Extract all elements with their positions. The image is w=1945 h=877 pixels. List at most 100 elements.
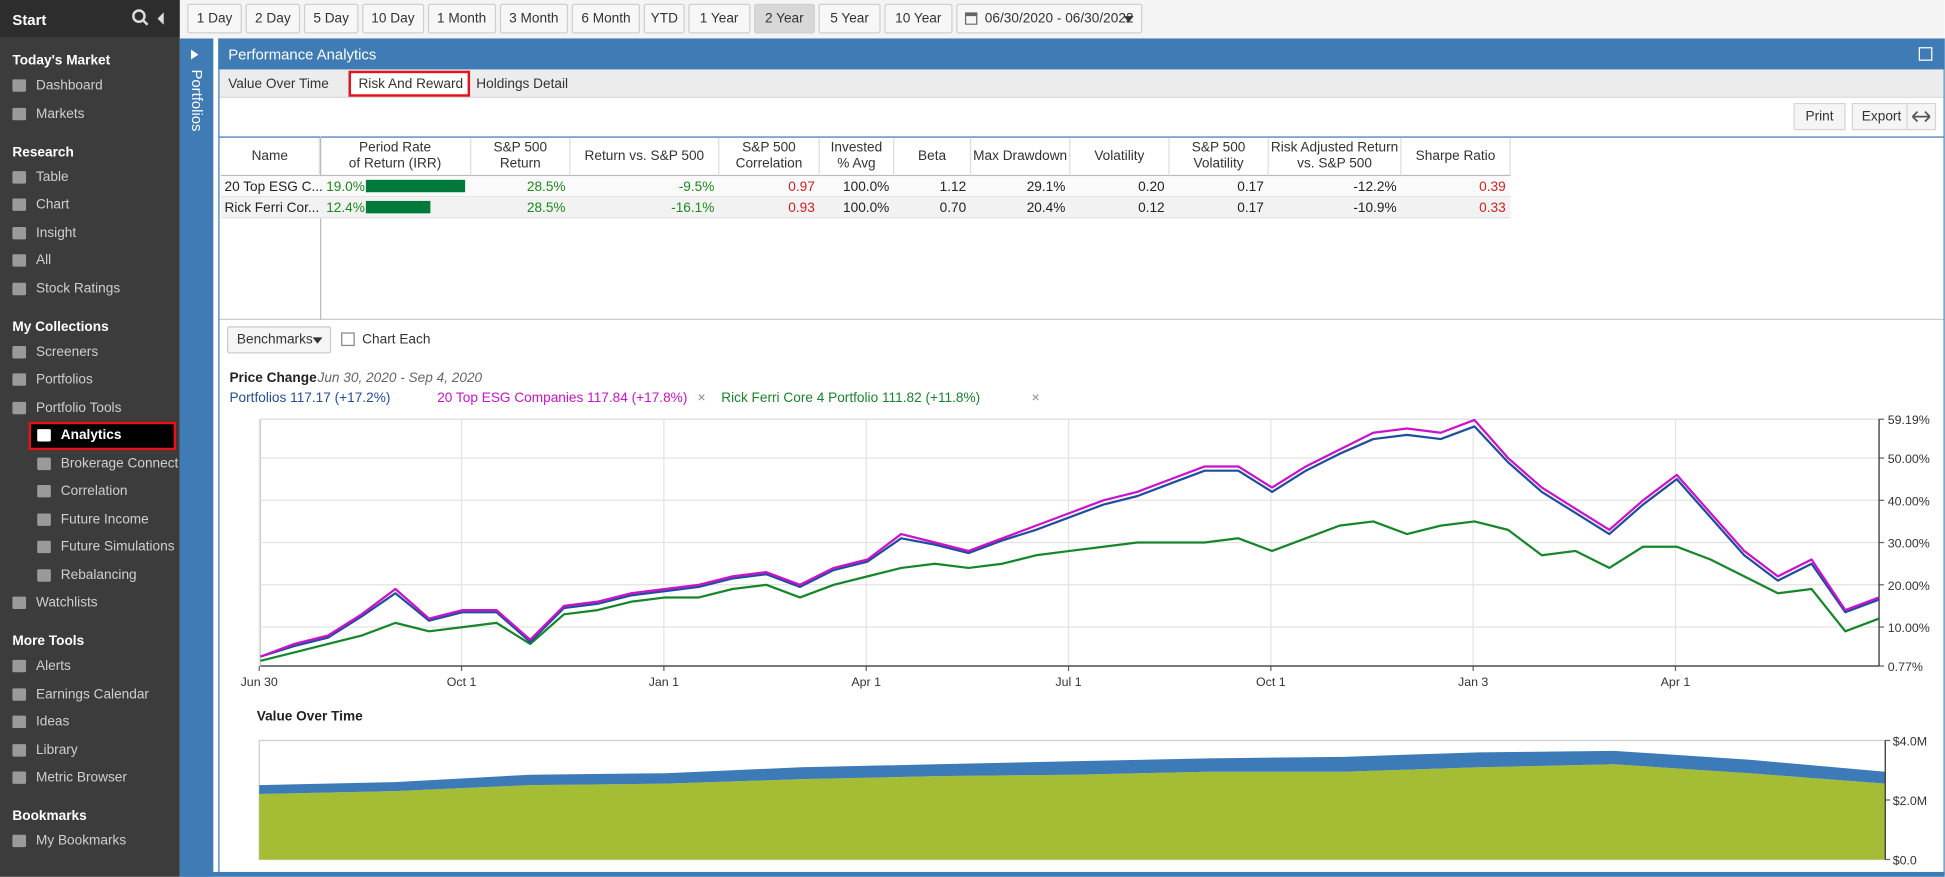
popout-icon[interactable]	[1918, 47, 1933, 61]
cell: 100.0%	[843, 200, 890, 216]
tab[interactable]: Value Over Time	[228, 76, 329, 92]
cell: 28.5%	[526, 200, 566, 216]
action-button[interactable]: Print	[1793, 102, 1846, 131]
header-line: Sharpe Ratio	[1415, 148, 1496, 164]
column-header[interactable]: Volatility	[1070, 137, 1170, 177]
table-row[interactable]	[220, 176, 1511, 198]
range-button[interactable]: 10 Year	[884, 3, 953, 34]
nav-icon	[12, 659, 27, 673]
legend-entry[interactable]: Rick Ferri Core 4 Portfolio 111.82 (+11.…	[721, 390, 981, 406]
nav-icon	[12, 596, 27, 609]
active-tab	[348, 70, 471, 97]
expand-button[interactable]	[1906, 102, 1937, 131]
tab[interactable]: Holdings Detail	[476, 76, 569, 92]
cell: -9.5%	[678, 179, 715, 195]
nav-icon	[12, 282, 27, 295]
nav-item[interactable]: Chart	[35, 197, 70, 213]
cell: 0.33	[1479, 200, 1506, 216]
column-header[interactable]: Invested% Avg	[819, 137, 895, 177]
nav-icon	[12, 373, 27, 386]
cell: 20.4%	[1026, 200, 1066, 216]
header-line: Correlation	[735, 156, 803, 172]
range-button[interactable]: YTD	[643, 3, 685, 34]
column-header[interactable]: Sharpe Ratio	[1401, 137, 1511, 177]
table-row[interactable]	[220, 197, 1511, 219]
column-header[interactable]: Period Rate of Return (IRR)	[319, 137, 472, 177]
range-button[interactable]: 5 Day	[303, 3, 359, 34]
side-tab-label[interactable]: Portfolios	[188, 69, 206, 132]
sidebar-heading: My Collections	[12, 319, 109, 335]
column-header[interactable]: S&P 500 Correlation	[719, 137, 820, 177]
column-header[interactable]: S&P 500 Volatility	[1169, 137, 1269, 177]
range-button[interactable]: 6 Month	[571, 3, 641, 34]
nav-item[interactable]: Future Simulations	[60, 539, 175, 555]
nav-item[interactable]: Brokerage Connect	[60, 455, 179, 471]
legend-remove[interactable]: ×	[1031, 390, 1040, 406]
cell: 0.17	[1237, 179, 1264, 195]
nav-item[interactable]: All	[35, 253, 52, 268]
side-strip	[179, 38, 214, 877]
start-bar	[0, 0, 180, 38]
nav-item[interactable]: My Bookmarks	[35, 833, 127, 849]
range-button[interactable]: 10 Day	[362, 3, 424, 34]
nav-item[interactable]: Markets	[35, 106, 85, 121]
range-button[interactable]: 2 Year	[753, 3, 816, 34]
range-button[interactable]: 1 Day	[187, 3, 242, 34]
sidebar-heading: Today's Market	[12, 53, 111, 69]
cell: -16.1%	[671, 200, 715, 216]
nav-item[interactable]: Future Income	[60, 511, 149, 527]
column-header[interactable]: Name	[220, 137, 320, 177]
cell: 0.97	[788, 179, 815, 195]
header-line: Period Rate	[359, 140, 432, 156]
range-button[interactable]: 1 Year	[688, 3, 750, 34]
column-header[interactable]: Beta	[894, 137, 972, 177]
nav-item[interactable]: Portfolio Tools	[35, 399, 122, 415]
column-header[interactable]: Return vs. S&P 500	[570, 137, 720, 177]
nav-item[interactable]: Correlation	[60, 483, 128, 499]
legend-remove[interactable]: ×	[697, 390, 706, 406]
checkbox[interactable]	[341, 332, 355, 347]
nav-icon	[12, 345, 27, 358]
date-range-button[interactable]: 06/30/2020 - 06/30/2022	[956, 3, 1143, 34]
chart-each-label[interactable]: Chart Each	[362, 332, 431, 348]
action-button[interactable]: Export	[1851, 102, 1912, 131]
search-icon[interactable]	[131, 9, 168, 29]
sidebar-heading: Research	[12, 144, 74, 160]
header-line: Return	[499, 156, 541, 172]
header-line: S&P 500	[742, 140, 796, 156]
strip-arrow	[191, 49, 199, 60]
nav-icon	[12, 198, 27, 211]
nav-item[interactable]: Metric Browser	[35, 770, 127, 786]
name-column-border	[319, 136, 322, 320]
nav-item[interactable]: Dashboard	[35, 78, 103, 94]
nav-item[interactable]: Alerts	[35, 658, 71, 674]
table-area	[219, 136, 1944, 320]
legend-entry[interactable]: Portfolios 117.17 (+17.2%)	[229, 390, 391, 406]
column-header[interactable]: S&P 500 Return	[471, 137, 571, 177]
nav-item[interactable]: Table	[35, 169, 69, 185]
nav-item[interactable]: Earnings Calendar	[35, 686, 149, 702]
header-line: Beta	[918, 148, 947, 164]
nav-icon	[12, 170, 27, 183]
benchmarks-dropdown[interactable]: Benchmarks	[226, 326, 332, 354]
range-button[interactable]: 5 Year	[818, 3, 881, 34]
nav-item[interactable]: Library	[35, 742, 78, 758]
column-header[interactable]: Risk Adjusted Return vs. S&P 500	[1268, 137, 1402, 177]
nav-item[interactable]: Portfolios	[35, 372, 93, 387]
nav-item[interactable]: Stock Ratings	[35, 280, 121, 296]
range-button[interactable]: 2 Day	[245, 3, 301, 34]
nav-item[interactable]: Analytics	[60, 427, 122, 443]
nav-item[interactable]: Rebalancing	[60, 567, 137, 583]
nav-icon	[12, 715, 27, 729]
column-header[interactable]: Max Drawdown	[971, 137, 1071, 177]
nav-item[interactable]: Screeners	[35, 344, 99, 360]
cell-irr: 12.4%	[326, 200, 365, 216]
nav-item[interactable]: Ideas	[35, 714, 70, 730]
nav-item[interactable]: Watchlists	[35, 595, 98, 611]
nav-item[interactable]: Insight	[35, 225, 77, 240]
range-button[interactable]: 1 Month	[427, 3, 496, 34]
tabs-row	[219, 69, 1944, 98]
range-button[interactable]: 3 Month	[499, 3, 569, 34]
legend-entry[interactable]: 20 Top ESG Companies 117.84 (+17.8%)	[437, 390, 688, 406]
tab[interactable]: Risk And Reward	[358, 76, 464, 92]
